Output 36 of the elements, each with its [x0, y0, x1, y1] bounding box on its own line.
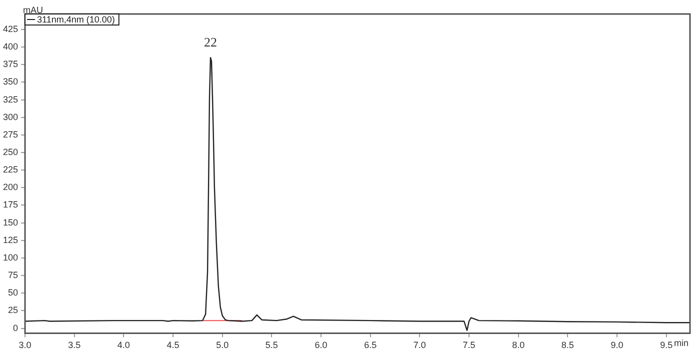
y-tick-label: 275 [2, 129, 18, 140]
y-tick-label: 25 [8, 305, 18, 316]
y-tick-label: 375 [2, 59, 18, 70]
x-tick-label: 9.5 [660, 340, 673, 350]
x-tick-label: 6.5 [364, 340, 377, 350]
y-tick-label: 50 [8, 288, 18, 298]
x-tick-label: 8.5 [561, 340, 574, 350]
y-tick-label: 75 [8, 270, 18, 280]
x-tick-label: 4.0 [117, 340, 130, 350]
x-tick-label: 5.5 [265, 340, 278, 350]
y-tick-label: 150 [2, 217, 18, 228]
legend-label: 311nm,4nm (10.00) [37, 14, 115, 24]
x-tick-label: 7.5 [462, 340, 476, 350]
x-tick-label: 5.0 [216, 340, 229, 350]
y-tick-label: 200 [2, 182, 18, 192]
x-tick-label: 7.0 [413, 340, 426, 350]
x-tick-label: 3.5 [68, 340, 81, 350]
x-tick-label: 8.0 [512, 340, 525, 350]
x-tick-label: 3.0 [18, 340, 32, 350]
x-tick-label: 9.0 [610, 340, 624, 350]
y-tick-label: 400 [2, 42, 18, 52]
y-tick-label: 175 [2, 200, 18, 210]
x-axis-title: min [674, 338, 689, 348]
y-tick-label: 125 [2, 234, 18, 245]
y-tick-label: 250 [2, 146, 18, 157]
y-tick-label: 225 [2, 164, 18, 175]
x-tick-label: 6.0 [314, 340, 328, 350]
y-tick-label: 0 [13, 322, 18, 333]
y-tick-label: 425 [2, 24, 18, 34]
x-tick-label: 4.5 [166, 340, 180, 350]
annotation: 22 [204, 34, 217, 50]
y-tick-label: 100 [2, 252, 18, 262]
y-tick-label: 300 [2, 112, 18, 122]
y-tick-label: 325 [2, 94, 18, 104]
y-tick-label: 350 [2, 76, 18, 87]
y-axis-title: mAU [23, 4, 44, 15]
